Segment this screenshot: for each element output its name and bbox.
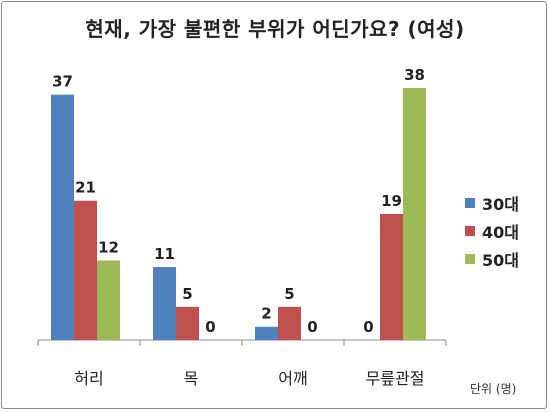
legend-label-50s: 50대 bbox=[482, 251, 519, 270]
legend-item-40s: 40대 bbox=[465, 220, 519, 242]
legend-swatch-30s bbox=[465, 198, 475, 208]
unit-label: 단위 (명) bbox=[470, 382, 517, 396]
data-label-knee-50s: 38 bbox=[404, 66, 425, 84]
bar-neck-30s bbox=[153, 267, 176, 340]
data-label-shoulder-40s: 5 bbox=[284, 285, 294, 303]
legend-swatch-50s bbox=[465, 254, 475, 264]
legend-label-40s: 40대 bbox=[482, 223, 519, 242]
bar-knee-40s bbox=[380, 214, 403, 340]
category-label-knee: 무릎관절 bbox=[366, 369, 425, 388]
legend-label-30s: 30대 bbox=[482, 195, 519, 214]
data-label-shoulder-50s: 0 bbox=[307, 318, 317, 336]
bar-knee-50s bbox=[403, 88, 426, 340]
data-label-knee-30s: 0 bbox=[363, 318, 373, 336]
data-label-waist-30s: 37 bbox=[52, 73, 73, 91]
legend-swatch-40s bbox=[465, 226, 475, 236]
bar-shoulder-40s bbox=[278, 306, 301, 340]
category-label-neck: 목 bbox=[184, 369, 199, 388]
bar-waist-40s bbox=[74, 200, 97, 340]
bar-neck-40s bbox=[176, 306, 199, 340]
chart-title: 현재, 가장 불편한 부위가 어딘가요? (여성) bbox=[85, 17, 465, 41]
category-label-waist: 허리 bbox=[74, 369, 103, 388]
legend: 30대 40대 50대 bbox=[465, 192, 519, 276]
data-label-waist-40s: 21 bbox=[75, 179, 96, 197]
data-label-waist-50s: 12 bbox=[98, 238, 119, 256]
data-label-knee-40s: 19 bbox=[381, 192, 402, 210]
category-label-shoulder: 어깨 bbox=[278, 369, 307, 388]
bar-waist-30s bbox=[51, 94, 74, 340]
data-label-neck-50s: 0 bbox=[205, 318, 215, 336]
data-label-neck-40s: 5 bbox=[182, 285, 192, 303]
bar-shoulder-30s bbox=[255, 326, 278, 340]
data-label-shoulder-30s: 2 bbox=[261, 305, 271, 323]
legend-item-50s: 50대 bbox=[465, 248, 519, 270]
data-label-neck-30s: 11 bbox=[154, 245, 175, 263]
bar-waist-50s bbox=[97, 260, 120, 340]
legend-item-30s: 30대 bbox=[465, 192, 519, 214]
